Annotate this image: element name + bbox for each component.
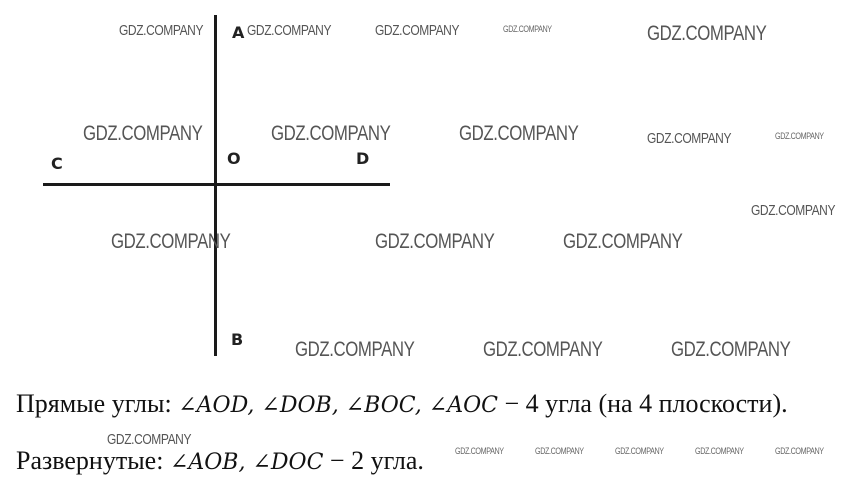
label-d: D — [356, 149, 370, 168]
horizontal-line-cd — [43, 183, 390, 186]
right-angles-math: ∠AOD, ∠DOB, ∠BOC, ∠AOC — [178, 393, 498, 418]
label-b: B — [231, 330, 244, 349]
watermark: GDZ.COMPANY — [295, 338, 415, 361]
label-c: C — [51, 154, 63, 173]
watermark: GDZ.COMPANY — [83, 122, 203, 145]
watermark: GDZ.COMPANY — [107, 431, 192, 448]
watermark: GDZ.COMPANY — [671, 338, 791, 361]
watermark: GDZ.COMPANY — [247, 22, 332, 39]
label-a: A — [232, 23, 245, 42]
straight-angles-math: ∠AOB, ∠DOC — [169, 450, 324, 475]
right-angles-prefix: Прямые углы: — [16, 389, 179, 418]
straight-angles-text: Развернутые: ∠AOB, ∠DOC − 2 угла. — [16, 446, 424, 476]
watermark: GDZ.COMPANY — [695, 446, 744, 456]
watermark: GDZ.COMPANY — [375, 230, 495, 253]
straight-angles-prefix: Развернутые: — [16, 446, 170, 475]
watermark: GDZ.COMPANY — [375, 22, 460, 39]
watermark: GDZ.COMPANY — [615, 446, 664, 456]
watermark: GDZ.COMPANY — [459, 122, 579, 145]
watermark: GDZ.COMPANY — [647, 130, 732, 147]
right-angles-suffix: − 4 угла (на 4 плоскости). — [497, 389, 788, 418]
straight-angles-suffix: − 2 угла. — [323, 446, 424, 475]
watermark: GDZ.COMPANY — [647, 22, 767, 45]
watermark: GDZ.COMPANY — [455, 446, 504, 456]
watermark: GDZ.COMPANY — [775, 446, 824, 456]
watermark: GDZ.COMPANY — [271, 122, 391, 145]
label-o: O — [227, 149, 241, 168]
watermark: GDZ.COMPANY — [111, 230, 231, 253]
watermark: GDZ.COMPANY — [535, 446, 584, 456]
watermark: GDZ.COMPANY — [563, 230, 683, 253]
watermark: GDZ.COMPANY — [119, 22, 204, 39]
right-angles-text: Прямые углы: ∠AOD, ∠DOB, ∠BOC, ∠AOC − 4 … — [16, 389, 788, 419]
watermark: GDZ.COMPANY — [483, 338, 603, 361]
watermark: GDZ.COMPANY — [751, 202, 836, 219]
watermark: GDZ.COMPANY — [775, 131, 824, 141]
watermark: GDZ.COMPANY — [503, 24, 552, 34]
